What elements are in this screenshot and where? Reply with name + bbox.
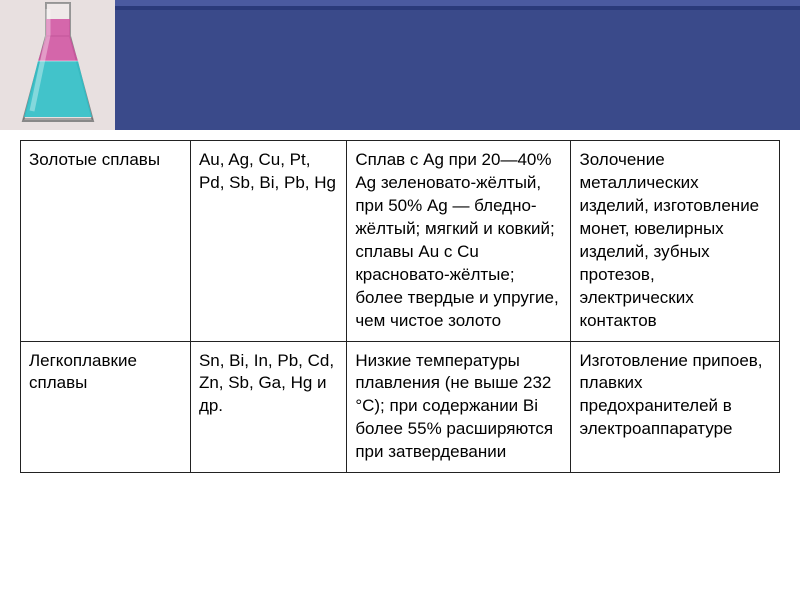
table-container: Золотые сплавы Au, Ag, Cu, Pt, Pd, Sb, B… bbox=[0, 130, 800, 493]
alloys-table: Золотые сплавы Au, Ag, Cu, Pt, Pd, Sb, B… bbox=[20, 140, 780, 473]
table-row: Легкоплавкие сплавы Sn, Bi, In, Pb, Cd, … bbox=[21, 341, 780, 473]
flask-icon bbox=[8, 1, 108, 129]
cell-uses: Золочение металлических изделий, изготов… bbox=[571, 141, 780, 342]
cell-name: Легкоплавкие сплавы bbox=[21, 341, 191, 473]
cell-composition: Au, Ag, Cu, Pt, Pd, Sb, Bi, Pb, Hg bbox=[190, 141, 346, 342]
cell-properties: Низкие температуры плавления (не выше 23… bbox=[347, 341, 571, 473]
cell-composition: Sn, Bi, In, Pb, Cd, Zn, Sb, Ga, Hg и др. bbox=[190, 341, 346, 473]
flask-image bbox=[0, 0, 115, 130]
cell-uses: Изготовление припоев, плавких предохрани… bbox=[571, 341, 780, 473]
header-banner bbox=[0, 0, 800, 130]
table-row: Золотые сплавы Au, Ag, Cu, Pt, Pd, Sb, B… bbox=[21, 141, 780, 342]
header-stripe-dark bbox=[0, 6, 800, 10]
cell-name: Золотые сплавы bbox=[21, 141, 191, 342]
cell-properties: Сплав с Ag при 20—40% Ag зеленовато-жёлт… bbox=[347, 141, 571, 342]
